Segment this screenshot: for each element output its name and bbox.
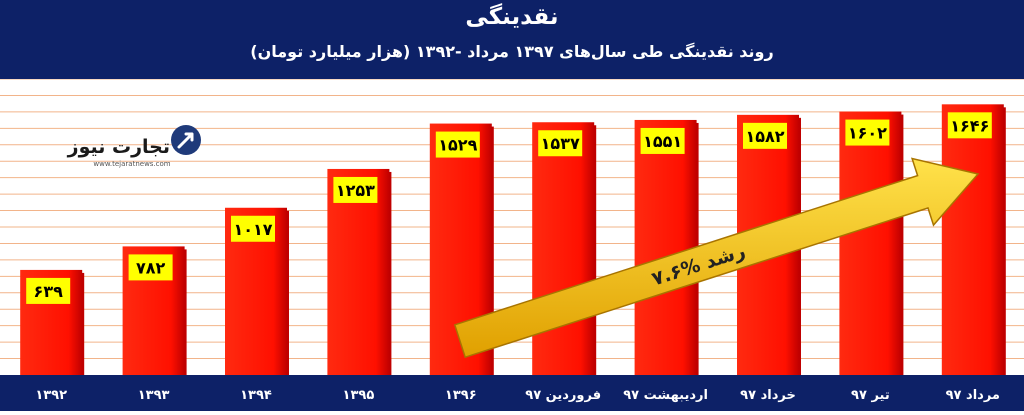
category-label: ۱۳۹۴ [240, 388, 272, 403]
category-axis: ۱۳۹۲ ۱۳۹۳ ۱۳۹۴ ۱۳۹۵ ۱۳۹۶ فروردین ۹۷ اردیبهشت ۹… [35, 388, 1000, 403]
category-label: تیر ۹۷ [851, 388, 890, 403]
category-label: ۱۳۹۲ [35, 388, 67, 403]
category-label: اردیبهشت ۹۷ [623, 388, 708, 403]
category-labels: ۱۳۹۲ ۱۳۹۳ ۱۳۹۴ ۱۳۹۵ ۱۳۹۶ فروردین ۹۷ اردیبهشت ۹… [35, 388, 1000, 403]
value-label: ۱۵۳۷ [541, 134, 580, 153]
category-label: ۱۳۹۶ [445, 388, 477, 403]
category-label: مرداد ۹۷ [946, 388, 1000, 403]
value-label-box [26, 277, 71, 304]
value-label-box [538, 130, 583, 157]
value-label-box [743, 122, 787, 149]
value-label: ۱۵۵۱ [643, 132, 682, 151]
value-label-box [231, 215, 275, 242]
category-label: ۱۳۹۳ [138, 388, 170, 403]
bar-chart: ۶۳۹ ۷۸۲ ۱۰۱۷ ۱۲۵۳ ۱۵۲۹ ۱۵۳۷ ۱۵۵۱ ۱۵۸۲ ۱۶۰۲ ۱۶۴۶ ۷… [0, 78, 1024, 376]
bar [941, 104, 1004, 375]
tejarat-arrow-icon [171, 125, 201, 155]
chart-subtitle: روند نقدینگی طی سال‌های ۱۳۹۷ مرداد -۱۳۹۲… [250, 42, 774, 61]
value-labels: ۶۳۹ ۷۸۲ ۱۰۱۷ ۱۲۵۳ ۱۵۲۹ ۱۵۳۷ ۱۵۵۱ ۱۵۸۲ ۱۶۰۲ ۱۶۴۶ [26, 112, 992, 304]
arrow-shape [453, 157, 980, 359]
value-label: ۶۳۹ [34, 282, 64, 301]
category-label: فروردین ۹۷ [525, 388, 601, 403]
chart-header: نقدینگی روند نقدینگی طی سال‌های ۱۳۹۷ مرد… [0, 0, 1024, 79]
category-axis-bar: ۱۳۹۲ ۱۳۹۳ ۱۳۹۴ ۱۳۹۵ ۱۳۹۶ فروردین ۹۷ اردیبهشت ۹… [0, 375, 1024, 411]
value-label-box [640, 127, 685, 154]
value-label: ۱۰۱۷ [233, 220, 272, 239]
bar [839, 111, 902, 375]
value-label-box [333, 176, 378, 203]
value-label: ۱۵۲۹ [438, 136, 477, 155]
value-label: ۷۸۲ [136, 258, 166, 277]
value-label-box [845, 119, 890, 146]
logo: تجارت نیوز www.tejaratnews.com [67, 125, 201, 168]
value-label-box [947, 112, 992, 139]
category-label: ۱۳۹۵ [343, 388, 375, 403]
value-label-box [128, 254, 173, 281]
value-label: ۱۶۴۶ [950, 116, 989, 135]
value-label: ۱۵۸۲ [745, 127, 784, 146]
value-label: ۱۲۵۳ [336, 181, 375, 200]
bar [532, 122, 595, 375]
bar [634, 119, 697, 375]
chart-title: نقدینگی [465, 4, 559, 30]
logo-url: www.tejaratnews.com [93, 160, 170, 168]
bar [327, 168, 390, 375]
plot-area: ۶۳۹ ۷۸۲ ۱۰۱۷ ۱۲۵۳ ۱۵۲۹ ۱۵۳۷ ۱۵۵۱ ۱۵۸۲ ۱۶۰۲ ۱۶۴۶ ۷… [0, 78, 1024, 376]
logo-name: تجارت نیوز [67, 136, 170, 158]
category-label: خرداد ۹۷ [740, 388, 796, 403]
value-label: ۱۶۰۲ [848, 124, 887, 143]
value-label-box [435, 131, 480, 158]
